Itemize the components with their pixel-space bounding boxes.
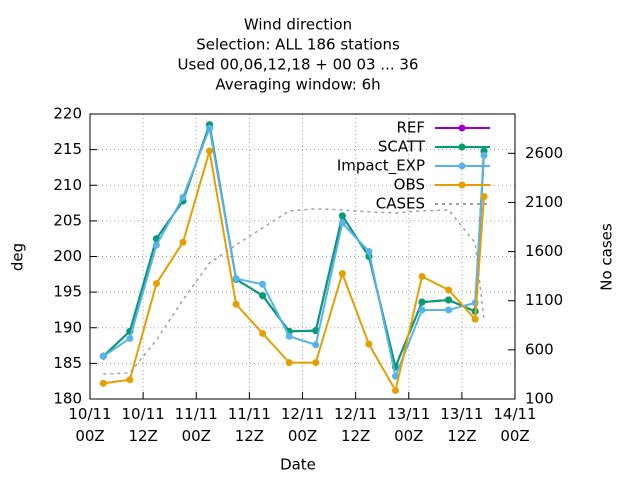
chart-title: Wind direction [244, 16, 352, 34]
chart-title: Averaging window: 6h [215, 76, 380, 94]
y-tick-label: 190 [53, 318, 82, 336]
y2-tick-label: 2600 [525, 144, 563, 162]
x-tick-label: 10/11 12Z [121, 405, 165, 445]
chart-title: Selection: ALL 186 stations [196, 36, 400, 54]
legend-label: SCATT [378, 138, 426, 156]
point [365, 248, 373, 256]
chart-title: Used 00,06,12,18 + 00 03 ... 36 [178, 56, 419, 74]
x-tick-label: 12/11 00Z [280, 405, 325, 445]
y-axis-label: deg [9, 243, 27, 271]
series-line [103, 208, 485, 375]
point [445, 286, 453, 294]
point [445, 306, 453, 314]
x-tick-label: 11/11 12Z [227, 405, 271, 445]
point [259, 329, 267, 337]
point [152, 241, 160, 249]
y-tick-label: 210 [53, 176, 82, 194]
y2-tick-label: 600 [525, 340, 554, 358]
y-tick-label: 205 [53, 211, 82, 229]
point [126, 376, 134, 384]
y-tick-label: 200 [53, 247, 82, 265]
legend-label: CASES [376, 195, 425, 213]
point [391, 372, 399, 380]
point [365, 340, 373, 348]
point [206, 147, 214, 155]
x-tick-label: 11/11 00Z [174, 405, 218, 445]
point [480, 151, 488, 159]
point [338, 270, 346, 278]
point [312, 359, 320, 367]
y2-tick-label: 2100 [525, 193, 563, 211]
point [259, 280, 267, 288]
point [285, 359, 293, 367]
y-tick-label: 215 [53, 140, 82, 158]
x-tick-label: 14/11 00Z [493, 405, 537, 445]
x-tick-label: 13/11 00Z [387, 405, 431, 445]
y-tick-label: 180 [53, 390, 82, 408]
series-line [102, 120, 486, 371]
y-tick-label: 195 [53, 283, 82, 301]
point [232, 275, 240, 283]
point [232, 300, 240, 308]
plot-frame [89, 113, 516, 400]
legend-marker [458, 143, 466, 151]
legend-label: REF [396, 119, 425, 137]
series-line [102, 124, 486, 380]
point [179, 193, 187, 201]
y2-tick-label: 1100 [525, 291, 563, 309]
legend-marker [458, 162, 466, 170]
point [418, 272, 426, 280]
point [259, 292, 267, 300]
point [418, 298, 426, 306]
legend-marker [458, 124, 466, 132]
legend-label: OBS [394, 176, 425, 194]
point [126, 334, 134, 342]
point [99, 352, 107, 360]
point [418, 306, 426, 314]
y2-axis-label: No cases [598, 223, 616, 291]
point [206, 124, 214, 132]
point [391, 386, 399, 394]
y-tick-label: 185 [53, 354, 82, 372]
point [338, 219, 346, 227]
point [445, 296, 453, 304]
legend-label: Impact_EXP [337, 157, 425, 176]
x-tick-label: 12/11 12Z [334, 405, 378, 445]
x-tick-label: 13/11 12Z [440, 405, 484, 445]
y2-tick-label: 1600 [525, 242, 563, 260]
series-line [103, 150, 486, 394]
point [152, 280, 160, 288]
y-tick-label: 220 [53, 105, 82, 123]
point [338, 212, 346, 220]
y2-tick-label: 100 [525, 390, 554, 408]
x-tick-label: 10/11 00Z [68, 405, 112, 445]
point [480, 193, 488, 201]
point [312, 341, 320, 349]
point [285, 332, 293, 340]
legend-marker [458, 181, 466, 189]
point [179, 238, 187, 246]
point [471, 315, 479, 323]
point [99, 379, 107, 387]
x-axis-label: Date [280, 456, 316, 474]
point [471, 299, 479, 307]
